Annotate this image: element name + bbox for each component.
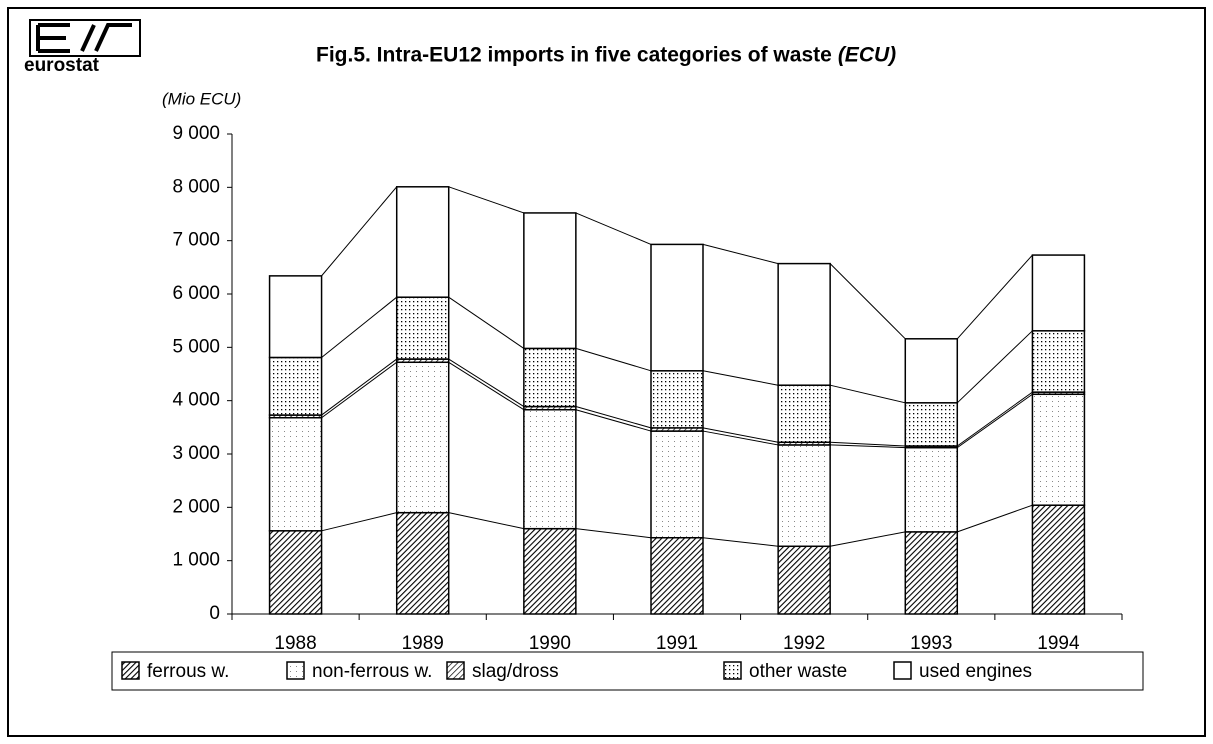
y-tick-label: 3 000: [172, 443, 220, 464]
chart-title-unit: (ECU): [838, 44, 896, 67]
legend-label: used engines: [919, 661, 1032, 682]
bar-segment: [650, 370, 704, 429]
bar-segment: [904, 446, 959, 533]
legend-label: slag/dross: [472, 661, 559, 682]
legend-swatch: [723, 661, 742, 680]
legend-swatch: [893, 661, 912, 680]
y-tick-label: 0: [209, 603, 220, 624]
legend-swatch: [286, 661, 305, 680]
bar-segment: [395, 361, 450, 514]
x-tick-label: 1989: [402, 633, 444, 654]
logo-text: eurostat: [24, 55, 100, 76]
legend-swatch: [446, 661, 465, 680]
bar-segment: [268, 275, 323, 359]
x-tick-label: 1994: [1037, 633, 1080, 654]
logo: [29, 19, 141, 57]
y-tick-label: 9 000: [172, 123, 220, 144]
bar-segment: [268, 416, 323, 532]
connector-line: [321, 296, 1033, 404]
bar-segment: [904, 402, 959, 447]
bar-segment: [523, 347, 577, 408]
bar-segment: [650, 243, 704, 372]
bar-segment: [650, 430, 704, 539]
bar-segment: [1031, 504, 1086, 615]
connector-line: [321, 361, 1033, 449]
bar-segment: [395, 186, 450, 298]
bar-segment: [268, 356, 323, 416]
legend-label: non-ferrous w.: [312, 661, 432, 682]
y-tick-label: 7 000: [172, 230, 220, 251]
x-tick-label: 1990: [529, 633, 571, 654]
y-axis-label: (Mio ECU): [162, 89, 241, 108]
frame: [7, 7, 1206, 737]
connector-line: [321, 504, 1033, 547]
y-tick-label: 8 000: [172, 176, 220, 197]
bar-segment: [523, 408, 577, 530]
bar-segment: [395, 511, 450, 615]
bar-segment: [904, 531, 959, 615]
x-tick-label: 1988: [274, 633, 316, 654]
bar-segment: [777, 384, 831, 444]
bar-segment: [904, 338, 959, 404]
bar-segment: [1031, 254, 1086, 332]
chart-title: Fig.5. Intra-EU12 imports in five catego…: [316, 44, 832, 67]
x-tick-label: 1992: [783, 633, 825, 654]
bar-segment: [777, 444, 831, 548]
y-tick-label: 4 000: [172, 390, 220, 411]
bar-segment: [523, 527, 577, 615]
y-tick-label: 1 000: [172, 550, 220, 571]
y-tick-label: 2 000: [172, 496, 220, 517]
connector-line: [321, 358, 1033, 447]
x-tick-label: 1993: [910, 633, 952, 654]
y-tick-label: 5 000: [172, 336, 220, 357]
bar-segment: [1031, 330, 1086, 393]
bar-segment: [777, 262, 831, 386]
bar-segment: [1031, 393, 1086, 506]
bar-segment: [523, 212, 577, 350]
legend-box: [111, 651, 1144, 691]
connector-line: [321, 186, 1033, 340]
legend-label: ferrous w.: [147, 661, 229, 682]
x-tick-label: 1991: [656, 633, 698, 654]
legend-label: other waste: [749, 661, 847, 682]
bar-segment: [268, 530, 323, 615]
y-tick-label: 6 000: [172, 283, 220, 304]
bar-segment: [395, 296, 450, 360]
bar-segment: [650, 536, 704, 615]
legend-swatch: [121, 661, 140, 680]
bar-segment: [777, 545, 831, 615]
